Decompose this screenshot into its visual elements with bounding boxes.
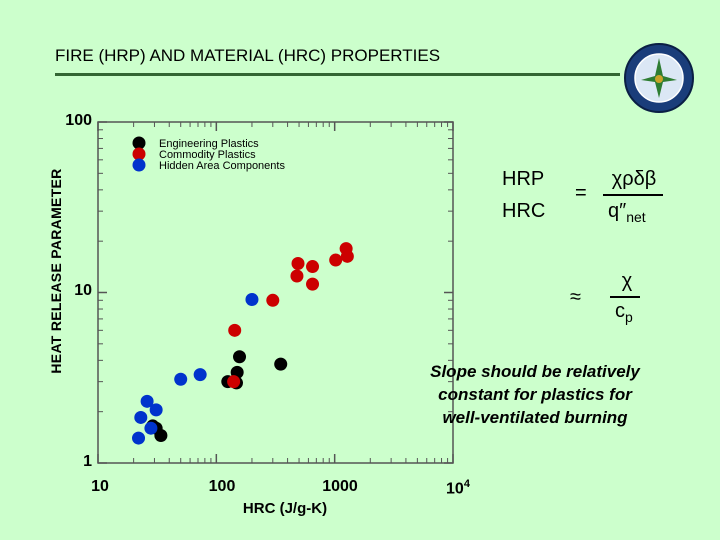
formula-net-subscript: net (626, 209, 646, 225)
data-point (144, 421, 158, 435)
data-point (329, 253, 343, 267)
formula-fraction-bar-1 (603, 194, 663, 196)
x-tick-label-10000: 104 (428, 478, 488, 498)
faa-seal-icon (624, 43, 694, 113)
data-point (339, 242, 353, 256)
title-divider (55, 73, 620, 76)
y-tick-label-10: 10 (74, 282, 92, 299)
data-point (306, 260, 320, 274)
data-points (132, 242, 354, 445)
formula-numerator-1: χρδβ (611, 168, 657, 190)
data-point (174, 372, 188, 386)
x-tick-label-100: 100 (208, 478, 236, 495)
data-point (227, 375, 241, 389)
formula-equals: = (575, 182, 587, 204)
data-point (306, 277, 320, 291)
data-point (291, 256, 305, 270)
y-tick-label-100: 100 (65, 112, 92, 129)
x-tick-label-1000: 1000 (322, 478, 358, 495)
formula-denominator-1: q″net (608, 200, 646, 225)
legend-marker (132, 147, 146, 161)
legend-label: Engineering Plastics (159, 138, 259, 150)
slope-note-line-2: constant for plastics for (438, 385, 632, 404)
x-tick-base: 10 (446, 480, 464, 498)
legend-marker (132, 158, 146, 172)
formula-numerator-2: χ (621, 270, 633, 292)
data-point (228, 323, 242, 337)
slide-title: FIRE (HRP) AND MATERIAL (HRC) PROPERTIES (55, 46, 441, 65)
data-point (245, 292, 259, 306)
data-point (274, 357, 288, 371)
data-point (132, 431, 146, 445)
data-point (233, 350, 247, 364)
x-axis-label: HRC (J/g-K) (242, 500, 328, 517)
formula-hrp: HRP (502, 168, 545, 190)
data-point (149, 403, 163, 417)
formula-approx: ≈ (570, 286, 581, 308)
x-tick-exponent: 4 (463, 478, 470, 490)
legend-label: Commodity Plastics (159, 149, 256, 161)
data-point (290, 269, 304, 283)
formula-q-double-prime: q″ (608, 200, 627, 222)
slope-note: Slope should be relatively constant for … (400, 360, 670, 429)
axes (97, 121, 454, 464)
y-tick-label-1: 1 (83, 453, 92, 470)
data-point (154, 428, 168, 442)
formula-cp-base: c (615, 300, 625, 322)
data-point (140, 394, 154, 408)
legend-marker (132, 136, 146, 150)
legend-label: Hidden Area Components (159, 160, 285, 172)
formula-denominator-2: cp (615, 300, 633, 325)
data-point (193, 368, 207, 382)
formula-fraction-bar-2 (610, 296, 640, 298)
formula-hrc: HRC (502, 200, 546, 222)
slope-note-line-1: Slope should be relatively (430, 362, 640, 381)
formula-p-subscript: p (625, 309, 633, 325)
x-tick-label-10: 10 (91, 478, 109, 495)
data-point (266, 293, 280, 307)
data-point (134, 410, 148, 424)
slope-note-line-3: well-ventilated burning (442, 408, 628, 427)
